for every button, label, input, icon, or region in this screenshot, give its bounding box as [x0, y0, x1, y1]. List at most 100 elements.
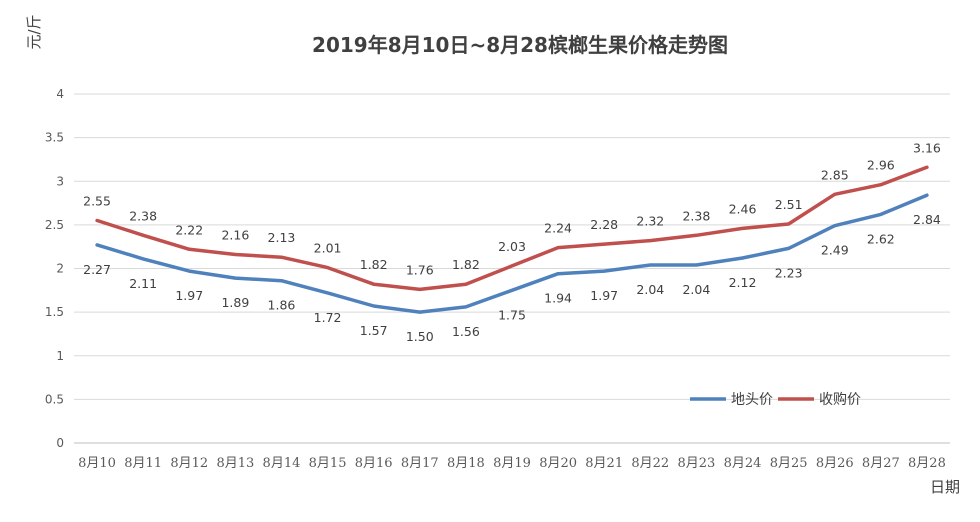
- data-label: 2.12: [729, 275, 757, 290]
- data-label: 3.16: [913, 140, 941, 155]
- data-label: 1.56: [452, 324, 480, 339]
- x-tick-label: 8月16: [355, 456, 393, 471]
- data-point: [510, 264, 514, 268]
- data-point: [833, 224, 837, 228]
- data-label: 2.27: [83, 262, 111, 277]
- x-tick-label: 8月13: [216, 456, 254, 471]
- data-point: [187, 247, 191, 251]
- data-label: 2.84: [913, 212, 941, 227]
- data-point: [741, 256, 745, 260]
- data-point: [556, 272, 560, 276]
- data-point: [141, 257, 145, 261]
- data-label: 2.04: [682, 282, 710, 297]
- data-label: 1.86: [268, 298, 296, 313]
- data-point: [326, 291, 330, 295]
- x-tick-label: 8月17: [401, 456, 439, 471]
- data-label: 2.55: [83, 194, 111, 209]
- data-label: 1.57: [360, 323, 388, 338]
- data-point: [787, 246, 791, 250]
- x-tick-label: 8月22: [631, 456, 669, 471]
- data-point: [510, 288, 514, 292]
- data-label: 2.46: [729, 201, 757, 216]
- data-point: [372, 304, 376, 308]
- data-labels: 2.27 2.11 1.97 1.89 1.86 1.72 1.57 1.50 1.56 1.75…: [83, 140, 941, 344]
- x-tick-label: 8月14: [263, 456, 301, 471]
- data-label: 1.94: [544, 291, 572, 306]
- x-tick-label: 8月11: [124, 456, 162, 471]
- data-label: 1.72: [314, 310, 342, 325]
- data-label: 2.49: [821, 243, 849, 258]
- data-point: [418, 310, 422, 314]
- data-label: 2.11: [129, 276, 157, 291]
- data-label: 2.16: [221, 228, 249, 243]
- data-point: [464, 305, 468, 309]
- data-label: 1.82: [452, 257, 480, 272]
- data-label: 2.96: [867, 158, 895, 173]
- data-label: 2.24: [544, 221, 572, 236]
- x-tick-label: 8月19: [493, 456, 531, 471]
- data-point: [279, 279, 283, 283]
- data-point: [879, 183, 883, 187]
- data-point: [741, 226, 745, 230]
- data-label: 1.97: [175, 288, 203, 303]
- data-label: 2.13: [268, 230, 296, 245]
- legend-label-series-0: 地头价: [731, 392, 773, 408]
- data-point: [879, 212, 883, 216]
- y-tick-label: 3.5: [45, 131, 64, 145]
- x-axis-label: 日期: [930, 478, 960, 496]
- series-lines: [95, 165, 929, 314]
- y-tick-label: 0: [56, 436, 64, 450]
- data-point: [648, 263, 652, 267]
- data-label: 2.28: [590, 217, 618, 232]
- x-tick-label: 8月24: [724, 456, 762, 471]
- y-tick-label: 3: [56, 174, 64, 188]
- data-point: [141, 233, 145, 237]
- x-tick-label: 8月23: [678, 456, 716, 471]
- x-tick-label: 8月27: [862, 456, 900, 471]
- data-point: [602, 269, 606, 273]
- data-label: 2.38: [682, 208, 710, 223]
- data-label: 2.22: [175, 222, 203, 237]
- data-point: [833, 192, 837, 196]
- x-tick-label: 8月26: [816, 456, 854, 471]
- data-label: 2.85: [821, 167, 849, 182]
- x-tick-label: 8月28: [908, 456, 946, 471]
- data-label: 1.76: [406, 262, 434, 277]
- data-point: [464, 282, 468, 286]
- data-point: [233, 253, 237, 257]
- y-tick-label: 0.5: [45, 392, 64, 406]
- data-label: 2.01: [314, 241, 342, 256]
- data-label: 2.38: [129, 208, 157, 223]
- x-tick-label: 8月21: [585, 456, 623, 471]
- data-point: [372, 282, 376, 286]
- x-tick-label: 8月20: [539, 456, 577, 471]
- data-point: [694, 233, 698, 237]
- x-tick-label: 8月18: [447, 456, 485, 471]
- data-point: [602, 242, 606, 246]
- x-tick-label: 8月25: [770, 456, 808, 471]
- data-label: 1.75: [498, 307, 526, 322]
- data-label: 2.51: [775, 197, 803, 212]
- y-axis-ticks: 0 0.5 1 1.5 2 2.5 3 3.5 4: [45, 87, 64, 450]
- data-point: [556, 246, 560, 250]
- data-point: [648, 239, 652, 243]
- data-point: [694, 263, 698, 267]
- data-point: [326, 266, 330, 270]
- data-label: 2.04: [636, 282, 664, 297]
- y-tick-label: 1.5: [45, 305, 64, 319]
- data-point: [925, 165, 929, 169]
- data-label: 2.23: [775, 265, 803, 280]
- data-point: [925, 193, 929, 197]
- x-axis-ticks: 8月10 8月11 8月12 8月13 8月14 8月15 8月16 8月17 8月18 8月19…: [78, 456, 946, 471]
- data-label: 2.32: [636, 214, 664, 229]
- y-tick-label: 4: [56, 87, 64, 101]
- y-tick-label: 2: [56, 262, 64, 276]
- y-tick-label: 2.5: [45, 218, 64, 232]
- y-axis-unit: 元/斤: [25, 14, 43, 49]
- legend-label-series-1: 收购价: [819, 392, 861, 408]
- data-label: 2.62: [867, 231, 895, 246]
- data-point: [95, 219, 99, 223]
- data-point: [787, 222, 791, 226]
